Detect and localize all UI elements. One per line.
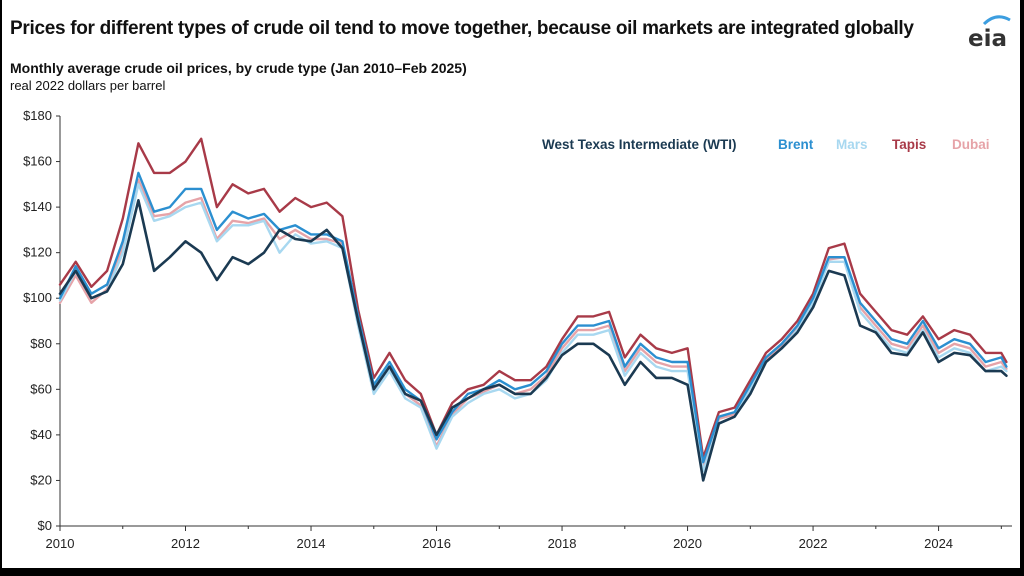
y-tick-label: $180 <box>23 108 52 123</box>
x-tick-label: 2020 <box>673 536 702 551</box>
x-tick-label: 2012 <box>171 536 200 551</box>
legend-item-brent: Brent <box>778 137 814 152</box>
legend-item-wti: West Texas Intermediate (WTI) <box>542 137 737 152</box>
y-tick-label: $20 <box>30 472 52 487</box>
chart-legend: West Texas Intermediate (WTI) Brent Mars Ta… <box>542 137 990 152</box>
y-tick-label: $100 <box>23 290 52 305</box>
y-tick-label: $120 <box>23 245 52 260</box>
y-tick-label: $60 <box>30 381 52 396</box>
x-tick-label: 2014 <box>297 536 326 551</box>
x-tick-label: 2022 <box>799 536 828 551</box>
eia-logo: eia <box>966 10 1012 52</box>
x-tick-label: 2018 <box>548 536 577 551</box>
y-tick-label: $160 <box>23 154 52 169</box>
legend-item-dubai: Dubai <box>952 137 990 152</box>
series-line-tapis <box>58 137 1008 459</box>
y-tick-label: $40 <box>30 427 52 442</box>
series-line-dubai <box>58 178 1008 468</box>
series-line-brent <box>58 171 1008 464</box>
y-tick-label: $80 <box>30 336 52 351</box>
units-label: real 2022 dollars per barrel <box>10 78 166 93</box>
legend-item-mars: Mars <box>836 137 868 152</box>
series-layer <box>58 137 1008 482</box>
x-tick-label: 2024 <box>924 536 953 551</box>
eia-logo-text: eia <box>968 26 1008 52</box>
chart-subtitle: Monthly average crude oil prices, by cru… <box>10 60 467 76</box>
series-line-wti <box>58 199 1008 482</box>
eia-logo-arc-icon <box>982 15 1011 26</box>
logo-arc <box>982 15 1011 26</box>
x-tick-label: 2010 <box>46 536 75 551</box>
y-tick-label: $140 <box>23 199 52 214</box>
chart-title: Prices for different types of crude oil … <box>10 18 914 39</box>
chart-axes: $0 $20 $40 $60 $80 $100 $120 $140 $160 $180 2010 20… <box>23 108 1012 551</box>
y-tick-label: $0 <box>38 518 52 533</box>
legend-item-tapis: Tapis <box>892 137 926 152</box>
x-tick-label: 2016 <box>422 536 451 551</box>
